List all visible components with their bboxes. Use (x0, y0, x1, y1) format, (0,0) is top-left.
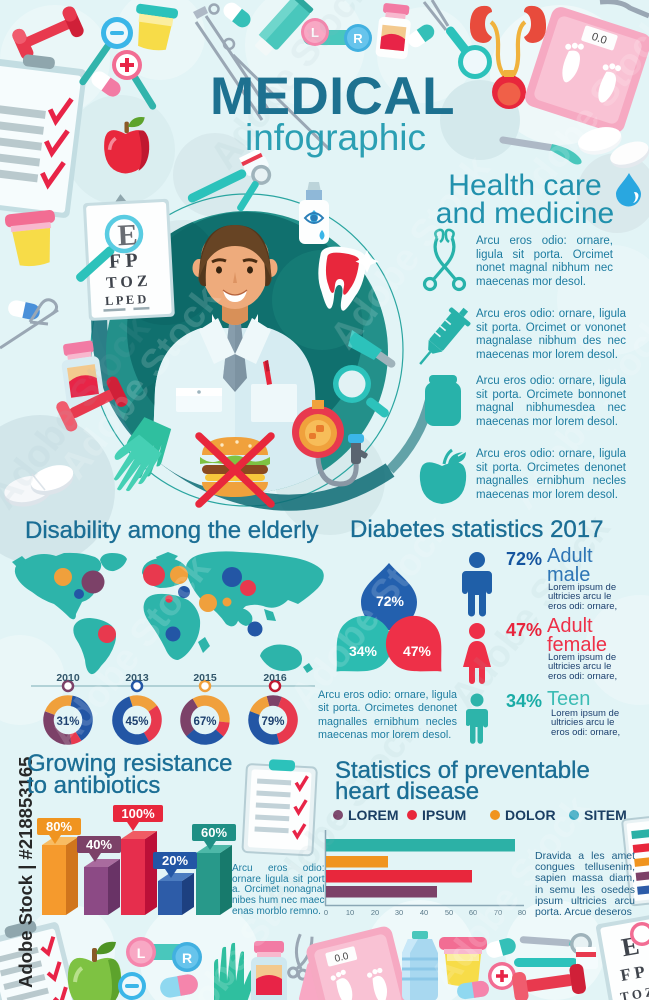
svg-text:60: 60 (469, 908, 477, 917)
svg-text:34%: 34% (349, 643, 378, 659)
svg-text:2015: 2015 (193, 672, 217, 684)
svg-text:67%: 67% (193, 716, 216, 728)
svg-text:T O Z: T O Z (619, 984, 649, 1000)
svg-text:IPSUM: IPSUM (422, 807, 466, 823)
svg-text:0: 0 (324, 908, 328, 917)
svg-text:80%: 80% (46, 819, 72, 834)
svg-text:80: 80 (518, 908, 526, 917)
svg-text:45%: 45% (125, 716, 148, 728)
svg-text:Adobe Stock | #218853165: Adobe Stock | #218853165 (15, 757, 36, 988)
svg-text:0.0: 0.0 (590, 31, 608, 47)
svg-text:79%: 79% (261, 716, 284, 728)
svg-text:70: 70 (494, 908, 502, 917)
svg-text:SITEM: SITEM (584, 807, 627, 823)
svg-text:F P: F P (108, 249, 138, 272)
svg-text:2016: 2016 (263, 672, 287, 684)
svg-text:DOLOR: DOLOR (505, 807, 556, 823)
svg-text:0.0: 0.0 (334, 951, 351, 965)
svg-text:30: 30 (395, 908, 403, 917)
svg-text:E: E (117, 218, 139, 252)
svg-text:20: 20 (371, 908, 379, 917)
svg-text:LOREM: LOREM (348, 807, 399, 823)
svg-text:60%: 60% (201, 825, 227, 840)
svg-text:50: 50 (445, 908, 453, 917)
svg-text:40: 40 (420, 908, 428, 917)
svg-text:72%: 72% (376, 593, 405, 609)
svg-text:R: R (182, 950, 192, 966)
svg-text:100%: 100% (121, 806, 155, 821)
svg-text:31%: 31% (56, 716, 79, 728)
svg-text:40%: 40% (86, 837, 112, 852)
svg-text:R: R (353, 31, 363, 46)
svg-text:F P: F P (619, 962, 646, 985)
svg-text:10: 10 (346, 908, 354, 917)
svg-text:20%: 20% (162, 853, 188, 868)
svg-text:L: L (311, 25, 319, 40)
svg-text:L P E D: L P E D (105, 292, 147, 308)
svg-text:T O Z: T O Z (106, 273, 148, 292)
svg-text:47%: 47% (403, 643, 432, 659)
svg-text:2013: 2013 (125, 672, 149, 684)
svg-text:L: L (137, 945, 146, 961)
svg-text:2010: 2010 (56, 672, 80, 684)
